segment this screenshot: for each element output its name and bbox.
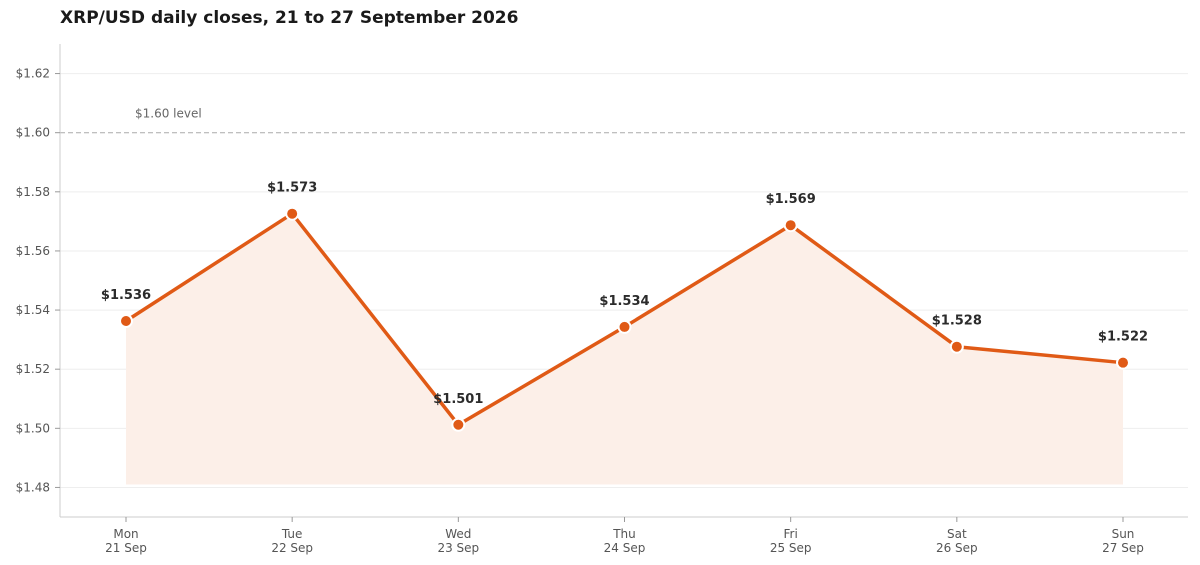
x-tick-label-day: Mon (113, 527, 138, 541)
x-tick-label-day: Thu (612, 527, 636, 541)
data-point (783, 218, 798, 233)
x-tick-label-day: Tue (281, 527, 303, 541)
chart-title: XRP/USD daily closes, 21 to 27 September… (60, 8, 519, 28)
data-point (285, 206, 300, 221)
reference-layer: $1.60 level (60, 107, 1188, 134)
x-tick-label-date: 25 Sep (770, 541, 812, 555)
x-tick-label-date: 27 Sep (1102, 541, 1144, 555)
data-point (1116, 355, 1130, 370)
y-tick-label: $1.62 (16, 67, 50, 81)
x-tick-label-date: 26 Sep (936, 541, 978, 555)
x-tick-label-day: Wed (445, 527, 471, 541)
data-label: $1.569 (766, 192, 816, 207)
y-tick-label: $1.56 (16, 244, 50, 258)
x-tick-label-date: 22 Sep (271, 541, 313, 555)
x-tick-label-day: Sun (1112, 527, 1135, 541)
point-layer (119, 206, 1130, 432)
data-label: $1.501 (433, 392, 483, 407)
y-tick-label: $1.60 (16, 126, 50, 140)
data-label: $1.528 (932, 314, 982, 329)
y-tick-label: $1.58 (16, 185, 50, 199)
x-tick-label-day: Sat (947, 527, 967, 541)
x-tick-label-date: 23 Sep (437, 541, 479, 555)
y-tick-label: $1.50 (16, 421, 50, 435)
reference-line-label: $1.60 level (135, 107, 202, 121)
label-layer: $1.536 $1.573 $1.501 $1.534 $1.569 $1.528 $1.5… (101, 181, 1148, 407)
x-tick-label-date: 24 Sep (604, 541, 646, 555)
area-fill (126, 213, 1123, 485)
data-label: $1.522 (1098, 330, 1148, 345)
y-tick-label: $1.54 (16, 303, 50, 317)
data-label: $1.534 (599, 294, 649, 309)
area-layer (126, 213, 1123, 485)
data-point (119, 314, 133, 329)
data-point (451, 417, 466, 432)
data-point (617, 319, 632, 334)
y-tick-label: $1.48 (16, 480, 50, 494)
y-tick-label: $1.52 (16, 362, 50, 376)
x-tick-label-day: Fri (784, 527, 798, 541)
x-tick-label-date: 21 Sep (105, 541, 147, 555)
data-point (949, 339, 964, 354)
data-label: $1.573 (267, 181, 317, 196)
y-tick-layer: $1.48 $1.50 $1.52 $1.54 $1.56 $1.58 $1.60 $1.62 (16, 67, 60, 494)
data-label: $1.536 (101, 288, 151, 303)
